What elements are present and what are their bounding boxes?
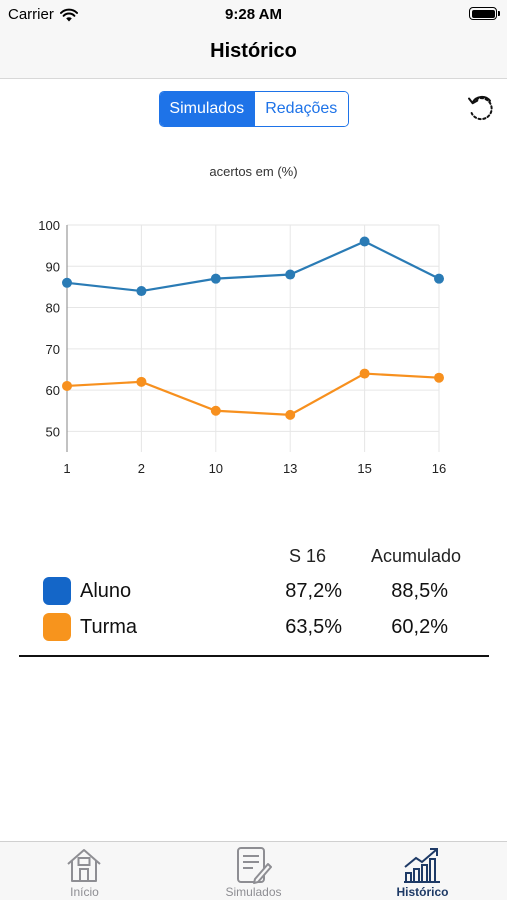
summary-row-turma: Turma 63,5% 60,2% <box>0 611 507 645</box>
segmented-control: Simulados Redações <box>159 91 349 127</box>
x-tick-label: 2 <box>138 461 145 476</box>
chart-growth-icon <box>404 848 440 883</box>
data-point <box>136 286 147 297</box>
page-title: Histórico <box>210 40 297 62</box>
clock: 9:28 AM <box>225 6 282 23</box>
navigation-bar: Histórico <box>0 28 507 79</box>
tab-label-inicio: Início <box>70 885 99 899</box>
tab-label-simulados: Simulados <box>225 885 282 899</box>
legend-label-aluno: Aluno <box>80 580 132 602</box>
x-tick-label: 13 <box>283 461 297 476</box>
data-point <box>136 376 147 387</box>
document-edit-icon <box>237 847 272 884</box>
tab-historico[interactable]: Histórico <box>338 842 507 900</box>
data-point <box>285 269 296 280</box>
carrier-info: Carrier <box>8 6 78 23</box>
line-chart: 50 60 70 80 90 100 1 2 10 13 15 16 <box>38 218 446 476</box>
tab-inicio[interactable]: Início <box>0 842 169 900</box>
data-point <box>434 273 444 284</box>
home-icon <box>67 849 101 882</box>
value-accumulated-aluno: 88,5% <box>391 580 448 602</box>
data-point <box>434 372 444 383</box>
series-line-0 <box>66 240 440 293</box>
y-tick-label: 80 <box>46 301 60 316</box>
value-current-turma: 63,5% <box>285 616 342 638</box>
tab-simulados[interactable]: Simulados <box>169 842 338 900</box>
carrier-label: Carrier <box>8 6 54 23</box>
summary-row-aluno: Aluno 87,2% 88,5% <box>0 575 507 609</box>
data-point <box>359 236 370 247</box>
y-tick-label: 60 <box>46 383 60 398</box>
series-line-1 <box>66 372 440 416</box>
wifi-icon <box>59 8 78 21</box>
value-accumulated-turma: 60,2% <box>391 616 448 638</box>
y-tick-label: 50 <box>46 424 60 439</box>
legend-swatch-turma <box>43 613 71 641</box>
x-tick-label: 15 <box>357 461 371 476</box>
x-tick-label: 10 <box>209 461 223 476</box>
data-point <box>62 380 72 391</box>
column-header-current: S 16 <box>289 546 327 566</box>
legend-swatch-aluno <box>43 577 71 605</box>
data-point <box>210 273 221 284</box>
data-point <box>359 368 370 379</box>
x-tick-label: 1 <box>63 461 70 476</box>
refresh-icon[interactable] <box>466 93 496 123</box>
x-tick-label: 16 <box>432 461 446 476</box>
segment-simulados[interactable]: Simulados <box>160 92 254 126</box>
value-current-aluno: 87,2% <box>285 580 342 602</box>
chart-title: acertos em (%) <box>209 164 298 179</box>
status-bar: Carrier 9:28 AM <box>0 0 507 28</box>
tab-bar: Início Simulados Histórico <box>0 841 507 900</box>
y-tick-label: 100 <box>38 218 60 233</box>
tab-label-historico: Histórico <box>396 885 449 899</box>
data-point <box>285 409 296 420</box>
y-tick-label: 90 <box>46 259 60 274</box>
data-point <box>62 277 72 288</box>
legend-label-turma: Turma <box>80 616 138 638</box>
battery-icon <box>469 7 500 20</box>
divider <box>19 655 489 657</box>
segment-redacoes[interactable]: Redações <box>253 92 348 126</box>
column-header-accumulated: Acumulado <box>371 546 462 566</box>
y-tick-label: 70 <box>46 342 60 357</box>
data-point <box>210 405 221 416</box>
